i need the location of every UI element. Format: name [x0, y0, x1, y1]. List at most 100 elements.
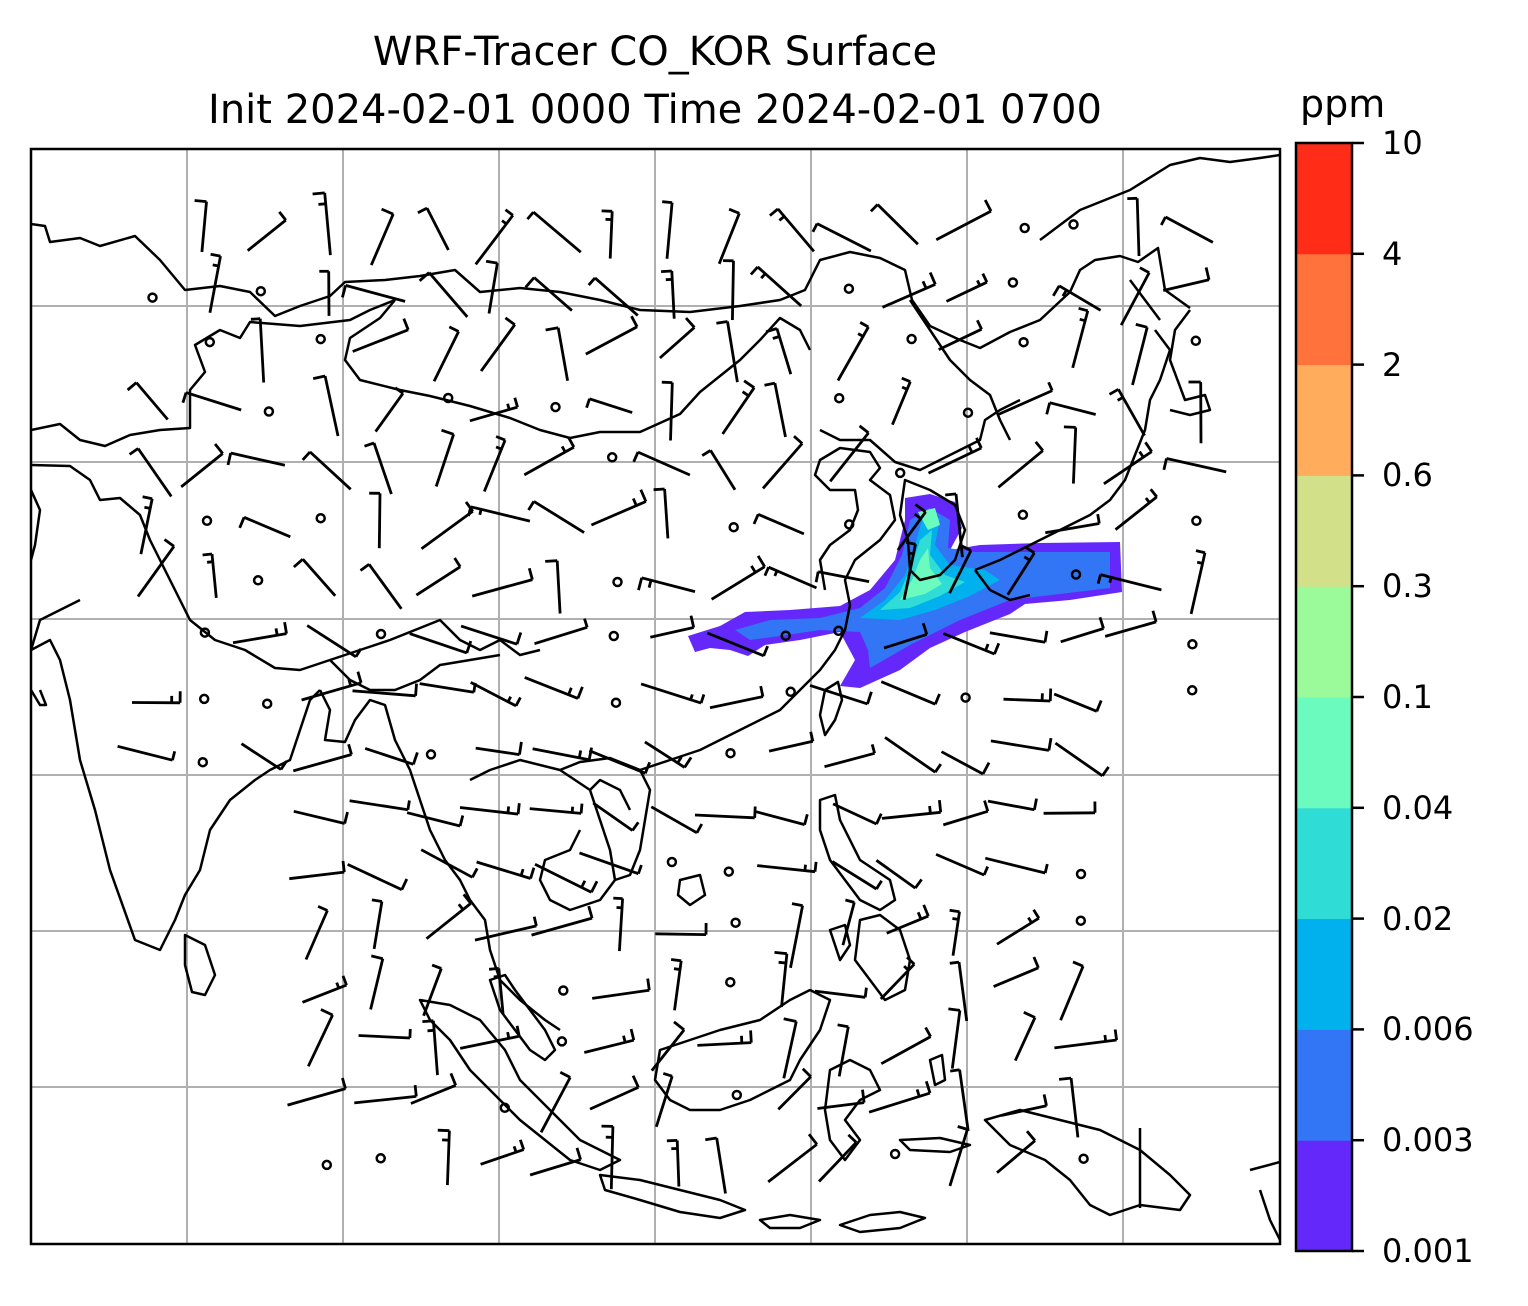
wind-barb	[1063, 425, 1078, 484]
wind-barb	[589, 1075, 640, 1111]
wind-barb	[417, 206, 450, 251]
wind-barb	[662, 200, 674, 259]
calm-circle	[1017, 509, 1029, 521]
wind-barb	[896, 503, 927, 551]
wind-barb	[469, 397, 519, 423]
colorbar-level-label: 2	[1382, 345, 1403, 384]
calm-circle	[1187, 639, 1198, 650]
wind-barb	[529, 803, 584, 815]
colorbar-level-label: 0.6	[1382, 456, 1433, 495]
wind-barb	[364, 441, 393, 495]
calm-circle	[197, 756, 209, 768]
wind-barb	[949, 960, 969, 1022]
wind-barb	[836, 321, 870, 382]
wind-barb	[470, 681, 522, 708]
calm-circle	[730, 917, 741, 928]
wind-barb	[1003, 688, 1053, 703]
calm-circle	[321, 1159, 333, 1171]
wind-barb	[527, 500, 585, 534]
wind-barb	[1058, 1076, 1080, 1138]
wind-barb	[460, 624, 523, 646]
wind-barb	[180, 443, 224, 488]
wind-barb	[1052, 284, 1102, 312]
wind-barb	[940, 750, 991, 776]
wind-barb	[467, 505, 531, 523]
calm-circle	[375, 628, 387, 640]
calm-circle	[1018, 336, 1029, 348]
wind-barb	[126, 381, 169, 421]
wind-barb	[987, 798, 1038, 812]
wind-barb	[927, 437, 983, 475]
wind-barb	[782, 1017, 798, 1079]
calm-circle	[833, 625, 844, 637]
calm-circle	[315, 333, 326, 345]
wind-barb	[579, 851, 643, 876]
wind-barb	[945, 272, 989, 303]
calm-circle	[785, 686, 796, 698]
wind-barb	[181, 391, 242, 412]
wind-barb	[632, 450, 691, 477]
colorbar-unit: ppm	[1300, 82, 1386, 126]
wind-barb	[768, 731, 815, 753]
wind-barb	[531, 905, 594, 937]
wind-barb	[1108, 388, 1146, 437]
wind-barb	[942, 800, 990, 827]
calm-circle	[1075, 915, 1087, 926]
wind-barb	[837, 1023, 850, 1077]
calm-circle	[843, 283, 855, 294]
wind-barb	[523, 437, 576, 477]
wind-barb	[879, 956, 916, 1000]
calm-circle	[731, 1089, 743, 1101]
wind-barb	[301, 671, 363, 702]
wind-barb	[306, 624, 363, 658]
wind-barb	[938, 319, 983, 351]
wind-barb	[814, 570, 870, 583]
wind-barb	[471, 567, 534, 598]
wind-barb	[755, 810, 809, 826]
wind-barb	[661, 269, 676, 319]
calm-circle	[1191, 515, 1202, 527]
wind-barb	[1189, 549, 1207, 615]
wind-barb	[990, 737, 1053, 752]
wind-barb	[763, 565, 818, 590]
colorbar-segment	[1296, 253, 1352, 366]
wind-barb	[534, 862, 599, 894]
wind-barb	[989, 630, 1049, 644]
wind-barb	[767, 1133, 819, 1184]
wind-barb	[1014, 1011, 1037, 1062]
wind-barb	[902, 540, 917, 600]
wind-barb	[749, 265, 803, 307]
colorbar-level-label: 0.3	[1382, 567, 1433, 606]
wind-barb	[1006, 545, 1036, 596]
wind-barb	[289, 860, 346, 881]
colorbar-level-label: 0.006	[1382, 1010, 1474, 1049]
wind-barb	[409, 632, 473, 655]
map-title: WRF-Tracer CO_KOR Surface	[372, 29, 938, 75]
wind-barb	[208, 252, 222, 313]
calm-circle	[962, 407, 974, 418]
wind-barb	[304, 905, 329, 961]
wind-barb	[293, 809, 349, 825]
calm-circle	[906, 333, 917, 345]
wind-barb	[666, 1139, 681, 1187]
calm-circle	[558, 985, 569, 996]
wind-barb	[226, 451, 286, 467]
wind-barb	[637, 576, 696, 593]
wind-barb	[649, 615, 696, 639]
wind-barb	[935, 199, 993, 242]
wind-barb	[774, 951, 789, 1008]
calm-circle	[725, 747, 736, 759]
wind-barb	[1071, 306, 1090, 369]
gridlines	[31, 149, 1280, 1244]
wind-barb	[238, 516, 291, 539]
wind-barb	[709, 685, 765, 710]
calm-circle	[610, 697, 622, 708]
wind-barb	[948, 543, 973, 594]
wind-barb	[935, 853, 989, 877]
wind-barb	[701, 449, 737, 491]
wind-barb	[349, 799, 411, 812]
wind-barb	[869, 203, 919, 246]
wind-barb	[459, 1025, 521, 1050]
wind-barb	[474, 916, 538, 942]
